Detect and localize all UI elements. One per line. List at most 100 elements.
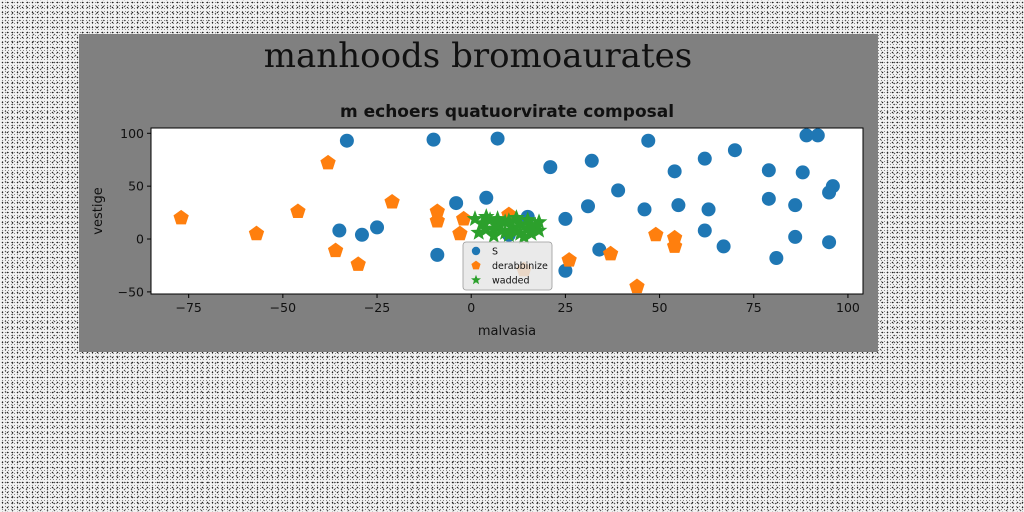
point-S-16	[637, 202, 652, 217]
point-S-37	[558, 263, 573, 278]
figure-suptitle: manhoods bromoaurates	[264, 36, 692, 76]
point-wadded-24	[485, 219, 503, 236]
point-S-20	[788, 198, 803, 213]
point-wadded-20	[500, 212, 518, 229]
point-derabbinize-16	[648, 226, 664, 242]
point-wadded-26	[511, 224, 529, 241]
point-S-32	[370, 220, 385, 235]
x-tick-label-0: 0	[467, 300, 475, 315]
point-derabbinize-5	[350, 256, 366, 271]
legend-marker-S	[471, 246, 481, 256]
x-tick-label-50: 50	[652, 300, 668, 315]
point-S-23	[697, 223, 712, 238]
point-derabbinize-4	[327, 242, 344, 258]
point-S-21	[580, 199, 595, 214]
point-derabbinize-7	[429, 203, 445, 219]
y-tick-label--50: −50	[118, 284, 144, 299]
point-derabbinize-9	[452, 225, 468, 241]
point-S-0	[339, 133, 354, 148]
point-wadded-22	[519, 211, 537, 228]
point-derabbinize-8	[429, 212, 445, 228]
point-derabbinize-13	[561, 252, 577, 267]
point-S-4	[584, 153, 599, 168]
point-derabbinize-0	[173, 209, 189, 225]
point-S-9	[761, 163, 776, 178]
point-wadded-10	[508, 222, 525, 239]
y-axis-ticks: −50 0 50 100	[118, 126, 151, 299]
point-S-26	[822, 235, 837, 250]
point-wadded-17	[470, 223, 488, 240]
x-tick-label-100: 100	[836, 300, 860, 315]
y-tick-label-50: 50	[128, 179, 144, 194]
point-wadded-4	[485, 227, 503, 243]
point-S-17	[671, 198, 686, 213]
series-wadded	[466, 208, 548, 244]
y-axis-label: vestige	[91, 187, 106, 234]
point-S-25	[788, 229, 803, 244]
x-axis-ticks: −75 −50 −25 0 25 50 75 100	[175, 294, 860, 315]
point-S-3	[543, 160, 558, 175]
x-tick-label-25: 25	[557, 300, 573, 315]
point-S-24	[716, 239, 731, 254]
point-S-2	[490, 131, 505, 146]
point-wadded-0	[466, 210, 484, 227]
point-S-29	[479, 190, 494, 205]
series-S	[332, 128, 840, 278]
point-wadded-8	[500, 226, 518, 242]
axes-title: m echoers quatuorvirate composal	[340, 102, 674, 122]
point-S-22	[558, 211, 573, 226]
point-S-1	[426, 132, 441, 147]
x-tick-label--25: −25	[364, 300, 390, 315]
y-tick-label-100: 100	[120, 126, 144, 141]
point-wadded-25	[496, 223, 514, 240]
point-S-19	[761, 191, 776, 206]
point-wadded-2	[477, 220, 495, 237]
point-S-30	[332, 223, 347, 238]
point-derabbinize-6	[384, 193, 400, 209]
point-S-33	[430, 247, 445, 262]
point-derabbinize-1	[248, 225, 265, 241]
point-derabbinize-14	[602, 245, 619, 261]
point-S-12	[795, 165, 810, 180]
point-derabbinize-17	[666, 229, 683, 245]
legend-label-wadded: wadded	[492, 276, 530, 287]
point-derabbinize-2	[290, 203, 306, 219]
point-wadded-19	[489, 210, 506, 227]
point-S-7	[697, 151, 712, 166]
point-S-8	[727, 143, 742, 158]
point-wadded-14	[523, 224, 540, 241]
x-tick-label--50: −50	[270, 300, 296, 315]
legend-box	[462, 241, 553, 291]
point-S-11	[810, 128, 825, 143]
point-S-14	[822, 185, 837, 200]
x-tick-label--75: −75	[175, 300, 201, 315]
point-S-5	[641, 133, 656, 148]
point-S-18	[701, 202, 716, 217]
legend-label-S: S	[492, 247, 498, 258]
y-tick-label-0: 0	[136, 232, 144, 247]
legend-marker-wadded	[471, 274, 481, 285]
point-S-10	[799, 128, 814, 143]
point-S-28	[449, 196, 464, 211]
scatter-marks	[173, 128, 840, 294]
legend-marker-derabbinize	[471, 260, 481, 270]
point-derabbinize-15	[629, 278, 645, 294]
x-tick-label-75: 75	[746, 300, 762, 315]
point-derabbinize-18	[666, 238, 683, 253]
point-S-27	[769, 251, 784, 266]
point-derabbinize-3	[320, 154, 336, 170]
point-wadded-21	[508, 209, 525, 225]
point-wadded-16	[530, 221, 548, 238]
point-derabbinize-10	[456, 210, 472, 226]
point-S-36	[592, 242, 607, 257]
x-axis-label: malvasia	[478, 324, 536, 339]
point-S-31	[354, 227, 369, 242]
point-wadded-13	[519, 219, 537, 236]
point-wadded-23	[530, 213, 548, 230]
legend-label-derabbinize: derabbinize	[492, 261, 548, 272]
point-wadded-6	[493, 221, 510, 238]
point-wadded-18	[477, 208, 495, 224]
point-wadded-5	[489, 217, 506, 234]
